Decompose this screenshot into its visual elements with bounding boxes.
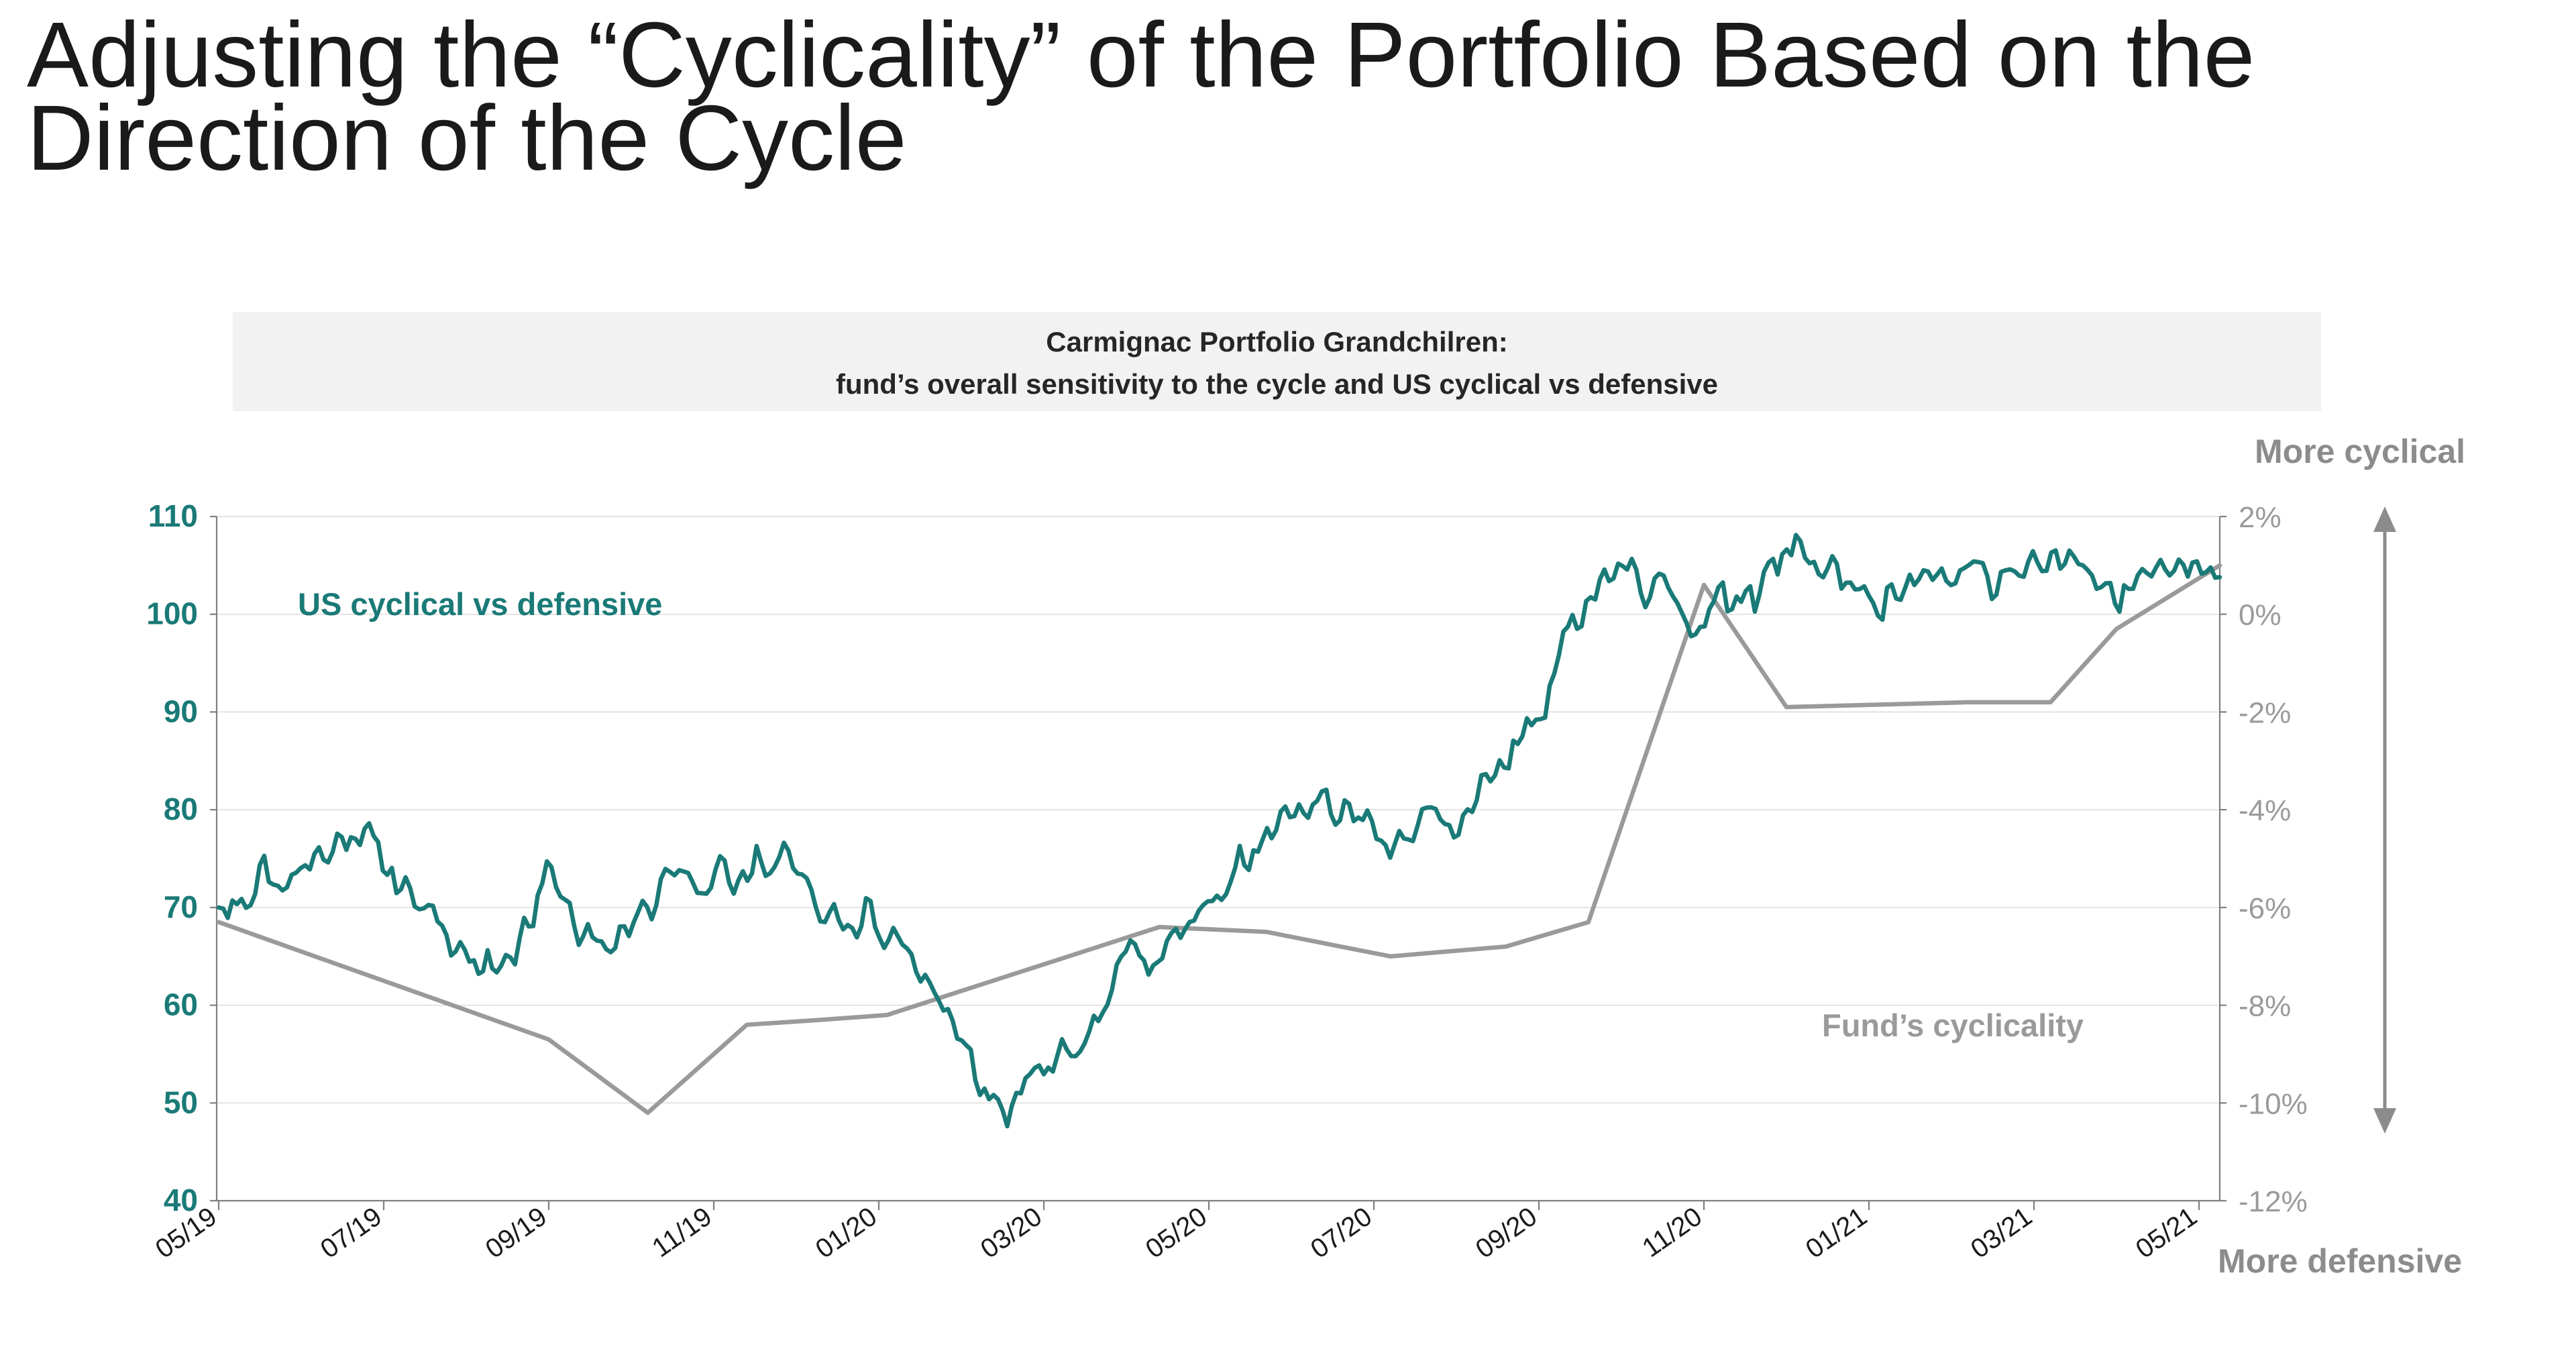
svg-text:More cyclical: More cyclical <box>2255 433 2465 470</box>
svg-text:More defensive: More defensive <box>2218 1242 2462 1280</box>
